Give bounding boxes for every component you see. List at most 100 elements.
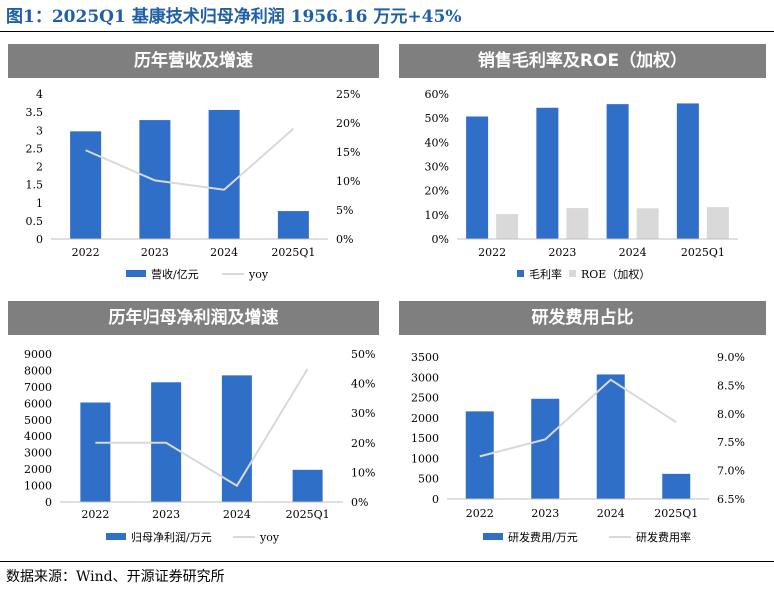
left-axis-tick-label: 3000 [24, 447, 52, 460]
bar-2023-s0 [531, 398, 560, 499]
right-axis-tick-label: 10% [336, 175, 360, 188]
right-axis-tick-label: 9.0% [717, 351, 745, 364]
revenue-chart-title: 历年营收及增速 [8, 44, 379, 78]
bar-2024-s0 [221, 375, 252, 502]
left-axis-tick-label: 60% [425, 88, 449, 101]
left-axis-tick-label: 2 [36, 161, 43, 174]
revenue-chart-panel: 历年营收及增速 0 0.5 1 1.5 2 2.5 3 3.5 4 0% 5% 10% 15% 20% 25… [8, 44, 379, 294]
right-axis-tick-label: 20% [351, 437, 375, 450]
right-axis-tick-label: 25% [336, 88, 360, 101]
left-axis-tick-label: 3 [36, 124, 43, 137]
left-axis-tick-label: 2000 [24, 463, 52, 476]
legend-swatch-bar [126, 270, 146, 277]
legend-label: 归母净利润/万元 [131, 530, 212, 544]
margin-chart-title: 销售毛利率及ROE（加权） [399, 44, 766, 78]
right-axis-tick-label: 30% [351, 407, 375, 420]
bar-2022-s1 [496, 214, 519, 239]
left-axis-tick-label: 40% [425, 136, 449, 149]
right-axis-tick-label: 8.0% [717, 408, 745, 421]
left-axis-tick-label: 1 [36, 197, 43, 210]
title-rule [0, 31, 774, 32]
left-axis-tick-label: 10% [425, 209, 449, 222]
x-axis-tick-label: 2025Q1 [286, 508, 330, 521]
x-axis-tick-label: 2025Q1 [681, 246, 725, 259]
x-axis-tick-label: 2023 [152, 508, 180, 521]
series-line-1 [479, 378, 677, 458]
left-axis-tick-label: 3000 [411, 371, 439, 384]
bar-2025q1-s1 [706, 207, 729, 239]
legend-swatch-bar [517, 270, 524, 277]
right-axis-tick-label: 5% [336, 204, 353, 217]
x-axis-tick-label: 2022 [478, 246, 506, 259]
x-axis-tick-label: 2024 [223, 508, 251, 521]
left-axis-tick-label: 1000 [411, 452, 439, 465]
x-axis-tick-label: 2022 [81, 508, 109, 521]
bar-2024-s0 [606, 104, 629, 240]
bar-2023-s0 [536, 107, 559, 240]
left-axis-tick-label: 3.5 [26, 106, 44, 119]
legend-label: ROE（加权） [581, 268, 650, 281]
x-axis-tick-label: 2024 [619, 246, 647, 259]
legend-swatch-bar [483, 533, 503, 540]
right-axis-tick-label: 7.5% [717, 436, 745, 449]
left-axis-tick-label: 8000 [24, 364, 52, 377]
bar-2022-s0 [465, 411, 494, 499]
right-axis-tick-label: 40% [351, 378, 375, 391]
left-axis-tick-label: 0 [432, 493, 439, 506]
left-axis-tick-label: 0% [432, 233, 449, 246]
x-axis-tick-label: 2025Q1 [271, 246, 315, 259]
source-note: 数据来源：Wind、开源证券研究所 [6, 569, 225, 585]
legend-label: yoy [259, 531, 280, 544]
bar-2022-s0 [70, 131, 102, 239]
right-axis-tick-label: 15% [336, 146, 360, 159]
left-axis-tick-label: 30% [425, 161, 449, 174]
bar-2024-s0 [596, 374, 625, 499]
x-axis-tick-label: 2023 [531, 507, 559, 520]
left-axis-tick-label: 5000 [24, 414, 52, 427]
revenue-chart: 0 0.5 1 1.5 2 2.5 3 3.5 4 0% 5% 10% 15% 20% 25% 2022 202… [26, 88, 361, 281]
left-axis-tick-label: 0 [45, 496, 52, 509]
left-axis-tick-label: 50% [425, 112, 449, 125]
left-axis-tick-label: 500 [418, 473, 439, 486]
legend-swatch-bar [106, 533, 126, 540]
series-line-1 [95, 368, 309, 488]
right-axis-tick-label: 6.5% [717, 493, 745, 506]
bar-2025q1-s0 [292, 469, 323, 502]
left-axis-tick-label: 2.5 [26, 142, 44, 155]
x-axis-tick-label: 2022 [72, 246, 100, 259]
rd-expense-chart-title: 研发费用占比 [399, 301, 766, 335]
right-axis-tick-label: 8.5% [717, 379, 745, 392]
x-axis-tick-label: 2025Q1 [654, 507, 698, 520]
legend-label: 研发费用/万元 [508, 530, 578, 544]
x-axis-tick-label: 2023 [141, 246, 169, 259]
rd-expense-chart: 0 500 1000 1500 2000 2500 3000 3500 6.5% 7.0% 7.5%… [411, 351, 745, 544]
left-axis-tick-label: 0 [36, 233, 43, 246]
figure-title: 图1：2025Q1 基康技术归母净利润 1956.16 万元+45% [6, 7, 462, 27]
net-profit-chart-panel: 历年归母净利润及增速 0 1000 2000 3000 4000 5000 6000 7000… [8, 301, 379, 557]
legend-label: 毛利率 [529, 267, 562, 281]
right-axis-tick-label: 7.0% [717, 465, 745, 478]
x-axis-tick-label: 2024 [597, 507, 625, 520]
series-line-1 [85, 128, 295, 191]
legend-label: 营收/亿元 [151, 267, 199, 281]
left-axis-tick-label: 1000 [24, 480, 52, 493]
x-axis-tick-label: 2024 [210, 246, 238, 259]
net-profit-chart: 0 1000 2000 3000 4000 5000 6000 7000 8000 9000 0% 1… [24, 348, 375, 544]
legend-label: yoy [248, 268, 269, 281]
margin-chart-panel: 销售毛利率及ROE（加权） 0% 10% 20% 30% 40% 50% 60% 2022 20… [399, 44, 766, 294]
right-axis-tick-label: 0% [336, 233, 353, 246]
bar-2024-s1 [636, 208, 659, 239]
bar-2023-s1 [566, 208, 589, 239]
left-axis-tick-label: 4000 [24, 430, 52, 443]
left-axis-tick-label: 2000 [411, 412, 439, 425]
right-axis-tick-label: 10% [351, 466, 375, 479]
left-axis-tick-label: 9000 [24, 348, 52, 361]
bar-2024-s0 [208, 109, 240, 239]
margin-chart: 0% 10% 20% 30% 40% 50% 60% 2022 2023 2024 2025Q1 毛利… [425, 88, 738, 281]
left-axis-tick-label: 1.5 [26, 179, 44, 192]
legend-label: 研发费用率 [636, 530, 691, 544]
bar-2025q1-s0 [662, 473, 691, 499]
left-axis-tick-label: 20% [425, 185, 449, 198]
bar-2022-s0 [80, 402, 111, 502]
legend-swatch-bar [569, 270, 576, 277]
